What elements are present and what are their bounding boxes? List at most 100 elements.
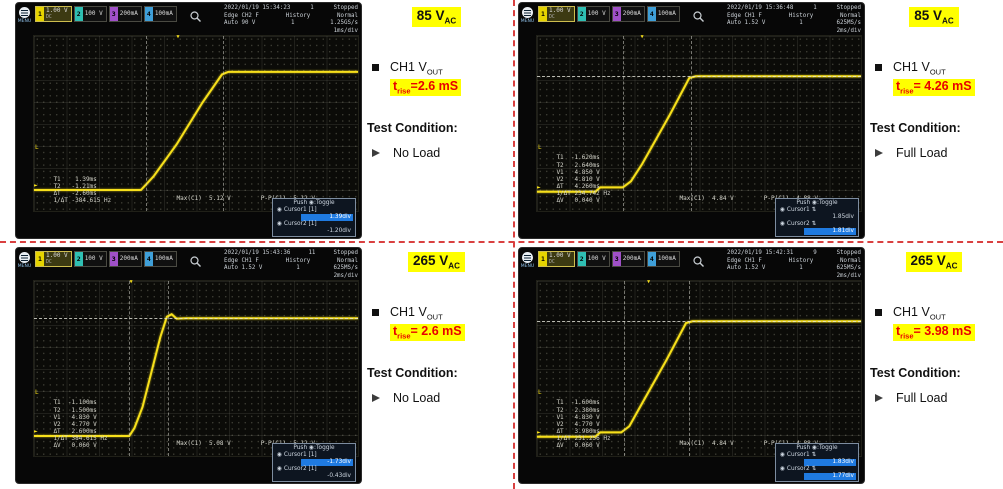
input-voltage-label: 265 VAC (408, 252, 465, 272)
cursor2-label: ◉ Cursor2 ⇅ (780, 465, 817, 472)
arrow-bullet-icon (372, 393, 380, 402)
max-measurement: Max(C1) 4.84 V (679, 195, 734, 203)
cursor2-value[interactable]: -1.20div (327, 227, 351, 234)
trigger-level-marker: L (538, 388, 542, 396)
cursor-measurements: T1 1.39ms T2 -1.21ms ΔT -2.60ms 1/ΔT -38… (53, 175, 112, 204)
channel-1-box[interactable]: 1 1.00 V DC (35, 6, 72, 22)
channel-2-number: 2 (577, 7, 586, 21)
cursor-measurements: T1 -1.620ms T2 2.640ms V1 4.850 V V2 4.8… (556, 154, 611, 204)
scope-status-info: 2022/01/19 15:36:48 1 Stopped Edge CH1 F Hi… (727, 3, 864, 35)
channel-1-box[interactable]: 1 1.00 V DC (538, 6, 575, 22)
channel-1-scale: 1.00 V (46, 252, 68, 260)
time-cursor-2[interactable] (689, 281, 691, 456)
channel-3-box[interactable]: 3 200mA (611, 6, 645, 22)
load-condition: Full Load (896, 145, 948, 160)
cursor1-value[interactable]: 1.39div (301, 213, 353, 221)
channel-1-coupling: DC (46, 14, 52, 20)
cursor1-value[interactable]: 1.83div (804, 458, 856, 466)
channel-vout-label: CH1 VOUT (390, 304, 443, 322)
trigger-level: Auto 1.52 V (727, 20, 766, 27)
scope-datetime: 2022/01/19 15:43:36 (224, 250, 291, 256)
channel-boxes: 1 1.00 V DC 2 100 V 3 200mA 4 100mA (35, 6, 177, 22)
channel-1-number: 1 (36, 7, 44, 21)
channel-3-box[interactable]: 3 200mA (611, 251, 645, 267)
scope-status: Stopped (836, 5, 861, 11)
channel-1-box[interactable]: 1 1.00 V DC (538, 251, 575, 267)
zoom-search-icon[interactable] (692, 8, 705, 35)
ground-marker: ► (34, 428, 38, 436)
channel-3-box[interactable]: 3 200mA (108, 251, 142, 267)
time-cursor-2[interactable] (168, 281, 170, 456)
cursor1-value[interactable]: 1.85div (832, 213, 854, 220)
cursor-panel-title: Push ◉:Toggle (293, 444, 335, 451)
voltage-cursor-line[interactable] (537, 320, 861, 322)
cursor2-label: ◉ Cursor2 ⇅ (780, 220, 817, 227)
menu-icon (522, 252, 533, 263)
time-cursor-1[interactable] (622, 36, 624, 211)
channel-4-scale: 100mA (154, 9, 173, 17)
quadrant-panel: MENU 1 1.00 V DC 2 100 V 3 200mA 4 (15, 2, 511, 240)
channel-2-box[interactable]: 2 100 V (576, 251, 610, 267)
time-cursor-1[interactable] (624, 281, 626, 456)
sample-rate: 1.25GS/s (330, 20, 358, 27)
voltage-cursor-line[interactable] (537, 75, 861, 77)
channel-3-box[interactable]: 3 200mA (108, 6, 142, 22)
trigger-level: Auto 1.52 V (727, 265, 766, 272)
cursor2-value[interactable]: 1.81div (804, 227, 856, 235)
channel-4-box[interactable]: 4 100mA (646, 6, 680, 22)
cursor1-value[interactable]: -1.73div (301, 458, 353, 466)
time-cursor-2[interactable] (690, 36, 692, 211)
channel-boxes: 1 1.00 V DC 2 100 V 3 200mA 4 100mA (35, 251, 177, 267)
channel-3-scale: 200mA (119, 254, 138, 262)
scope-header: 1 1.00 V DC 2 100 V 3 200mA 4 100mA (33, 3, 361, 35)
voltage-cursor-line[interactable] (34, 317, 358, 319)
channel-4-box[interactable]: 4 100mA (143, 6, 177, 22)
channel-boxes: 1 1.00 V DC 2 100 V 3 200mA 4 100mA (538, 6, 680, 22)
cursor2-value[interactable]: 1.77div (804, 472, 856, 480)
cursor1-label: ◉ Cursor1 ⇅ (780, 206, 817, 213)
menu-button[interactable]: MENU (16, 7, 33, 24)
menu-label: MENU (17, 19, 32, 24)
channel-1-scale: 1.00 V (549, 7, 571, 15)
channel-2-box[interactable]: 2 100 V (73, 6, 107, 22)
rise-time-value: trise= 4.26 mS (893, 79, 975, 96)
channel-4-box[interactable]: 4 100mA (646, 251, 680, 267)
scope-left-bezel: MENU (16, 3, 33, 238)
arrow-bullet-icon (875, 393, 883, 402)
sample-rate: 625MS/s (836, 20, 861, 27)
time-cursor-1[interactable] (129, 281, 131, 456)
arrow-bullet-icon (875, 148, 883, 157)
cursor-measurements: T1 -1.100ms T2 1.500ms V1 4.830 V V2 4.7… (53, 399, 108, 449)
ground-marker: ► (34, 182, 38, 189)
sample-rate: 625MS/s (333, 265, 358, 272)
channel-3-scale: 200mA (119, 9, 138, 17)
channel-4-number: 4 (647, 252, 656, 266)
channel-2-box[interactable]: 2 100 V (73, 251, 107, 267)
waveform-trace (537, 36, 861, 211)
channel-2-box[interactable]: 2 100 V (576, 6, 610, 22)
channel-1-scale: 1.00 V (46, 7, 68, 15)
menu-button[interactable]: MENU (519, 7, 536, 24)
trigger-position-marker: ▼ (176, 34, 180, 40)
zoom-search-icon[interactable] (189, 8, 202, 35)
rise-time-value: trise= 2.6 mS (390, 324, 465, 341)
red-dashed-divider-vertical (513, 0, 515, 489)
channel-4-number: 4 (144, 7, 153, 21)
channel-3-number: 3 (109, 7, 118, 21)
channel-1-box[interactable]: 1 1.00 V DC (35, 251, 72, 267)
channel-2-number: 2 (74, 252, 83, 266)
cursor1-label: ◉ Cursor1 [1] (277, 451, 317, 458)
cursor2-value[interactable]: -0.43div (327, 472, 351, 479)
zoom-search-icon[interactable] (692, 253, 705, 280)
menu-button[interactable]: MENU (519, 252, 536, 269)
menu-button[interactable]: MENU (16, 252, 33, 269)
zoom-search-icon[interactable] (189, 253, 202, 280)
trigger-position-marker: ▼ (640, 34, 644, 40)
time-cursor-1[interactable] (145, 36, 147, 211)
time-cursor-2[interactable] (222, 36, 224, 211)
channel-4-box[interactable]: 4 100mA (143, 251, 177, 267)
scope-left-bezel: MENU (519, 248, 536, 483)
cursor-panel: Push ◉:Toggle ◉ Cursor1 ⇅ 1.85div ◉ Curs… (775, 197, 859, 237)
channel-2-scale: 100 V (84, 254, 103, 262)
cursor-panel: Push ◉:Toggle ◉ Cursor1 [1] 1.39div ◉ Cu… (272, 197, 356, 237)
